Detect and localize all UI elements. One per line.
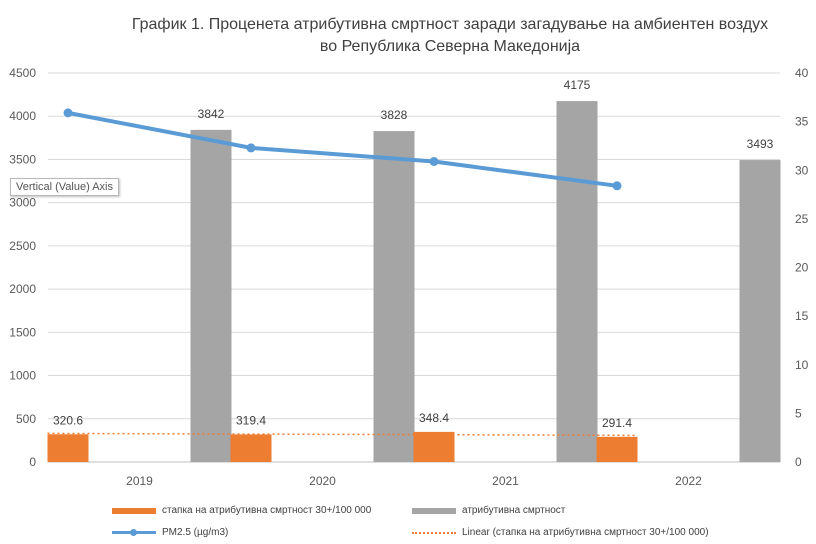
bar-mortality	[373, 131, 415, 462]
x-tick-label: 2019	[126, 474, 153, 488]
data-label-mortality: 3493	[747, 137, 774, 151]
legend-label-mortality: атрибутивна смртност	[462, 505, 566, 516]
y-left-tick-label: 3500	[9, 152, 36, 166]
y-right-tick-label: 35	[795, 115, 809, 129]
bar-mortality	[556, 101, 598, 462]
y-right-tick-label: 25	[795, 212, 809, 226]
bar-rate	[47, 434, 89, 462]
bar-rate	[413, 431, 455, 462]
data-label-mortality: 3828	[381, 108, 408, 122]
data-label-rate: 320.6	[53, 413, 83, 427]
data-label-mortality: 3842	[198, 107, 225, 121]
legend-key-trendline	[412, 531, 456, 534]
data-label-rate: 348.4	[419, 411, 449, 425]
y-right-tick-label: 10	[795, 358, 809, 372]
legend-key-rate	[112, 507, 156, 514]
legend-item-trendline[interactable]: Linear (стапка на атрибутивна смртност 3…	[412, 527, 709, 538]
bar-mortality	[190, 129, 232, 463]
legend-label-pm25: PM2.5 (µg/m3)	[162, 527, 229, 538]
legend-item-rate[interactable]: стапка на атрибутивна смртност 30+/100 0…	[112, 505, 371, 516]
bar-rate	[230, 434, 272, 462]
bar-rate	[596, 436, 638, 462]
legend-key-pm25	[112, 529, 156, 536]
y-left-tick-label: 2500	[9, 239, 36, 253]
line-pm25	[67, 110, 618, 188]
chart-title-line-2: во Република Северна Македонија	[319, 38, 581, 55]
legend-item-pm25[interactable]: PM2.5 (µg/m3)	[112, 527, 228, 538]
data-label-rate: 291.4	[602, 416, 632, 430]
x-tick-label: 2021	[492, 474, 519, 488]
y-left-tick-label: 4000	[9, 109, 36, 123]
point-pm25	[612, 181, 622, 191]
point-pm25	[246, 143, 256, 153]
chart-title-line-1: График 1. Проценета атрибутивна смртност…	[131, 16, 769, 33]
data-label-rate: 319.4	[236, 413, 266, 427]
trendline-rate	[47, 432, 638, 437]
legend-key-mortality	[412, 507, 456, 514]
point-pm25	[429, 156, 439, 166]
bar-mortality	[739, 160, 781, 462]
x-tick-label: 2020	[309, 474, 336, 488]
y-left-tick-label: 1500	[9, 325, 36, 339]
y-right-tick-label: 15	[795, 309, 809, 323]
data-label-mortality: 4175	[564, 78, 591, 92]
legend-item-mortality[interactable]: атрибутивна смртност	[412, 505, 565, 516]
x-tick-label: 2022	[675, 474, 702, 488]
y-left-tick-label: 500	[16, 412, 36, 426]
legend-label-rate: стапка на атрибутивна смртност 30+/100 0…	[162, 505, 372, 516]
y-right-tick-label: 40	[795, 66, 809, 80]
y-right-tick-label: 20	[795, 261, 809, 275]
y-left-tick-label: 3000	[9, 196, 36, 210]
point-pm25	[63, 108, 73, 118]
y-left-tick-label: 1000	[9, 369, 36, 383]
y-right-tick-label: 30	[795, 163, 809, 177]
y-right-tick-label: 5	[795, 406, 802, 420]
y-left-tick-label: 0	[29, 455, 36, 469]
axis-tooltip: Vertical (Value) Axis	[10, 178, 120, 196]
legend-label-trendline: Linear (стапка на атрибутивна смртност 3…	[462, 527, 709, 538]
y-left-tick-label: 2000	[9, 282, 36, 296]
y-left-tick-label: 4500	[9, 66, 36, 80]
y-right-tick-label: 0	[795, 455, 802, 469]
